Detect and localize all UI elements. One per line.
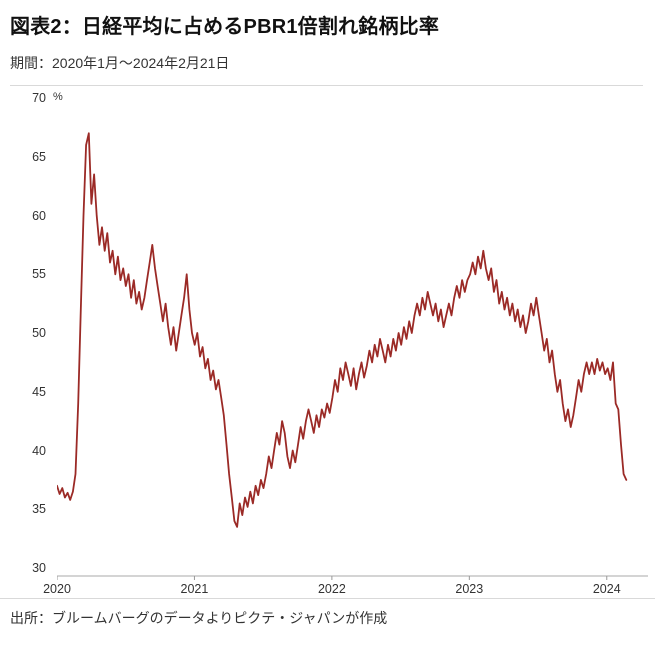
y-tick-label: 45 (32, 384, 46, 399)
chart-period: 期間：2020年1月～2024年2月21日 (10, 55, 230, 71)
x-tick-label: 2021 (180, 582, 209, 596)
chart-title: 図表2：日経平均に占めるPBR1倍割れ銘柄比率 (10, 16, 440, 38)
x-tick-label: 2024 (592, 582, 621, 596)
y-tick-label: 70 (32, 91, 46, 105)
top-divider (10, 85, 643, 86)
plot-svg (57, 132, 648, 580)
y-axis-unit: % (53, 91, 63, 103)
x-tick-label: 2022 (317, 582, 346, 596)
y-tick-label: 55 (32, 267, 46, 282)
chart-header: 図表2：日経平均に占めるPBR1倍割れ銘柄比率 期間：2020年1月～2024年… (0, 0, 655, 86)
chart-footer: 出所：ブルームバーグのデータよりピクテ・ジャパンが作成 (0, 598, 655, 628)
y-tick-label: 60 (32, 208, 46, 223)
x-tick-label: 2020 (43, 582, 71, 596)
y-tick-label: 65 (32, 149, 46, 164)
bottom-divider (0, 598, 655, 599)
chart-area: % 70 65 60 55 50 45 40 35 30 2020 2021 2022 2023 2024 (0, 86, 655, 598)
y-tick-label: 30 (32, 561, 46, 575)
source-note: 出所：ブルームバーグのデータよりピクテ・ジャパンが作成 (10, 610, 388, 626)
x-tick-label: 2023 (455, 582, 484, 596)
pbr-line (57, 132, 628, 528)
y-tick-label: 50 (32, 326, 46, 340)
y-tick-label: 35 (32, 502, 46, 517)
y-tick-label: 40 (32, 443, 46, 458)
